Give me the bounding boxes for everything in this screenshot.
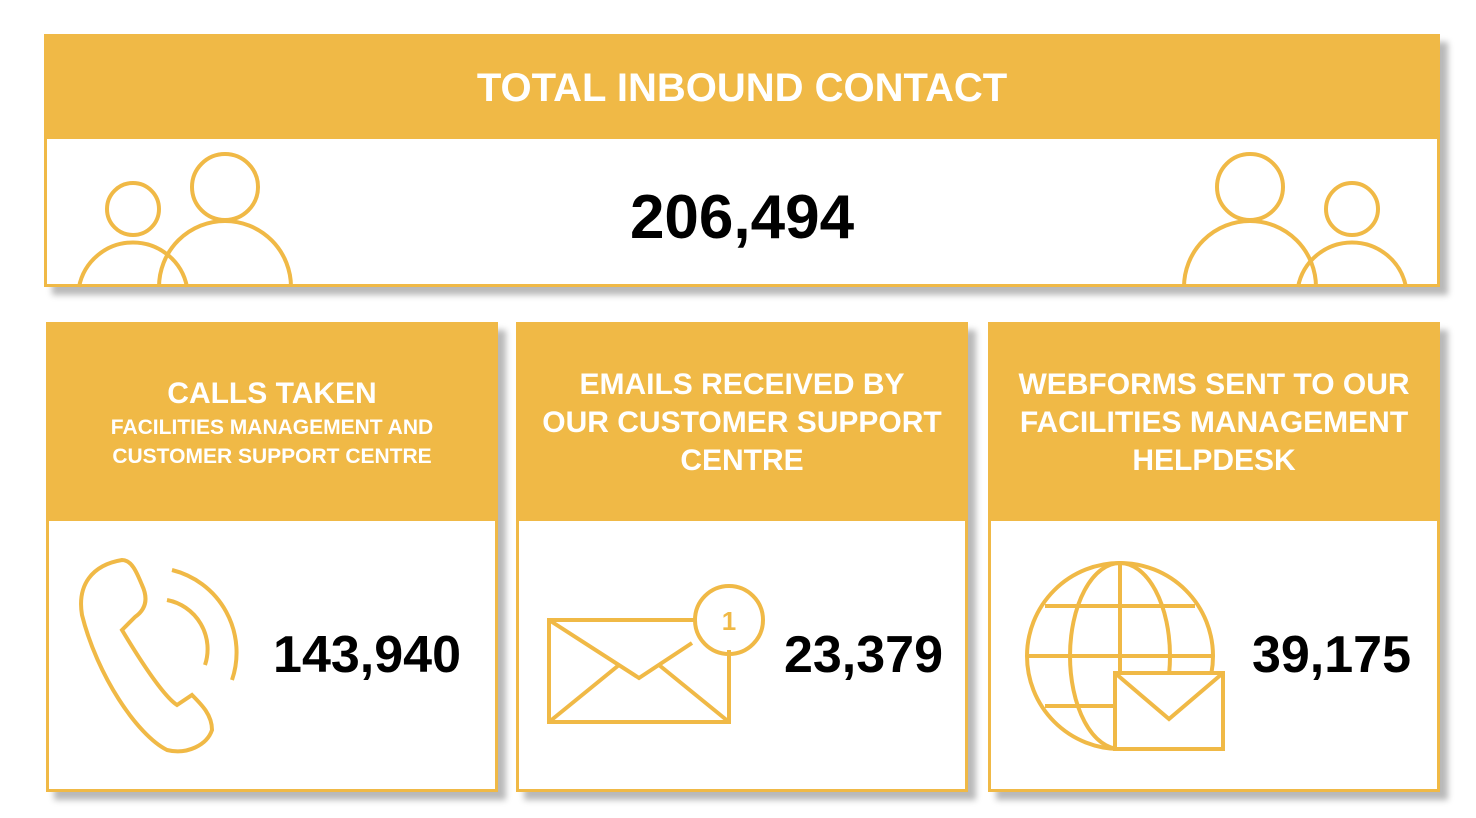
card-title: FACILITIES MANAGEMENT [1019,406,1409,439]
card-title: HELPDESK [1132,444,1296,477]
globe-icon [1025,561,1225,751]
card-title: OUR CUSTOMER SUPPORT [542,406,942,439]
card-title: CALLS TAKEN [167,377,377,410]
people-icon [1182,152,1408,288]
card-subtitle: CUSTOMER SUPPORT CENTRE [112,445,432,468]
card-value: 143,940 [273,626,461,684]
emails-card: EMAILS RECEIVED BY OUR CUSTOMER SUPPORT … [516,322,968,792]
phone-icon [79,557,239,754]
total-value: 206,494 [629,183,855,252]
card-value: 23,379 [783,626,943,684]
card-value: 39,175 [1251,626,1411,684]
total-panel: TOTAL INBOUND CONTACT 206,494 [44,34,1440,288]
calls-card: CALLS TAKEN FACILITIES MANAGEMENT AND CU… [46,322,498,792]
badge-count: 1 [722,606,736,636]
card-title: EMAILS RECEIVED BY [579,368,905,401]
card-header: CALLS TAKEN FACILITIES MANAGEMENT AND CU… [49,325,495,521]
webforms-card: WEBFORMS SENT TO OUR FACILITIES MANAGEME… [988,322,1440,792]
card-title: WEBFORMS SENT TO OUR [1018,368,1410,401]
card-header: EMAILS RECEIVED BY OUR CUSTOMER SUPPORT … [519,325,965,521]
card-header: WEBFORMS SENT TO OUR FACILITIES MANAGEME… [991,325,1437,521]
card-title: CENTRE [680,444,804,477]
email-icon: 1 [547,584,765,724]
card-subtitle: FACILITIES MANAGEMENT AND [110,416,434,439]
total-title: TOTAL INBOUND CONTACT [47,37,1437,139]
people-icon [77,152,293,288]
